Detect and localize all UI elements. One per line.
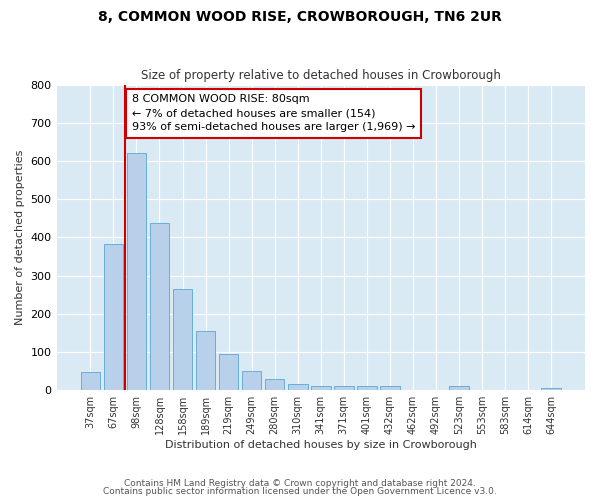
Bar: [357, 386, 377, 390]
Bar: [288, 384, 308, 390]
Bar: [127, 152, 146, 390]
Bar: [380, 386, 400, 390]
Bar: [541, 388, 561, 390]
Bar: [104, 244, 123, 390]
Bar: [334, 386, 353, 390]
Text: 8, COMMON WOOD RISE, CROWBOROUGH, TN6 2UR: 8, COMMON WOOD RISE, CROWBOROUGH, TN6 2U…: [98, 10, 502, 24]
Bar: [219, 354, 238, 390]
Y-axis label: Number of detached properties: Number of detached properties: [15, 150, 25, 325]
X-axis label: Distribution of detached houses by size in Crowborough: Distribution of detached houses by size …: [165, 440, 477, 450]
Bar: [149, 223, 169, 390]
Text: Contains HM Land Registry data © Crown copyright and database right 2024.: Contains HM Land Registry data © Crown c…: [124, 478, 476, 488]
Text: Contains public sector information licensed under the Open Government Licence v3: Contains public sector information licen…: [103, 487, 497, 496]
Bar: [173, 289, 193, 390]
Bar: [196, 331, 215, 390]
Bar: [265, 378, 284, 390]
Bar: [311, 386, 331, 390]
Text: 8 COMMON WOOD RISE: 80sqm
← 7% of detached houses are smaller (154)
93% of semi-: 8 COMMON WOOD RISE: 80sqm ← 7% of detach…: [132, 94, 415, 132]
Title: Size of property relative to detached houses in Crowborough: Size of property relative to detached ho…: [141, 69, 501, 82]
Bar: [80, 372, 100, 390]
Bar: [449, 386, 469, 390]
Bar: [242, 371, 262, 390]
